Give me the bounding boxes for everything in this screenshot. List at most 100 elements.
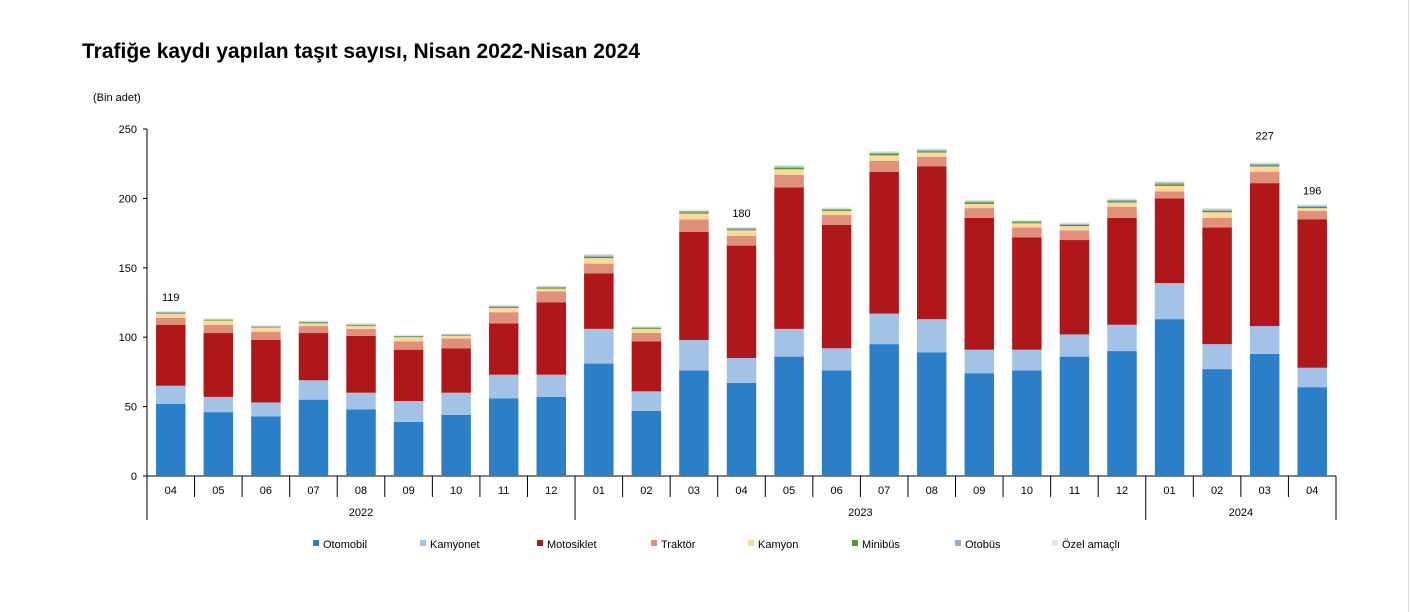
- bar-segment: [1154, 191, 1185, 199]
- bar-segment: [536, 374, 567, 397]
- bar-segment: [869, 155, 899, 161]
- legend-swatch: [955, 540, 961, 546]
- bar-segment: [203, 412, 234, 476]
- bar-segment: [298, 321, 329, 323]
- bar-segment: [1059, 223, 1090, 225]
- bar-segment: [679, 370, 709, 476]
- bar-segment: [774, 166, 804, 168]
- bar-segment: [536, 396, 567, 476]
- bar-segment: [156, 312, 186, 314]
- x-tick-label: 02: [1211, 485, 1223, 497]
- bar-segment: [1202, 227, 1232, 345]
- bar-segment: [1249, 353, 1280, 476]
- x-tick-label: 03: [1259, 485, 1271, 497]
- data-label: 227: [1255, 130, 1273, 142]
- legend-swatch: [651, 540, 657, 546]
- bar-segment: [156, 324, 186, 386]
- y-axis-label: (Bin adet): [93, 92, 141, 104]
- bar-segment: [1012, 223, 1042, 228]
- bar-segment: [441, 392, 471, 415]
- bar-segment: [821, 215, 852, 225]
- bar-segment: [156, 403, 186, 476]
- bar-segment: [156, 310, 186, 312]
- bar-segment: [631, 327, 662, 329]
- bar-segment: [393, 349, 424, 402]
- bar-segment: [1107, 199, 1137, 202]
- legend-label: Traktör: [661, 539, 696, 551]
- bar-segment: [584, 328, 614, 364]
- x-tick-label: 09: [402, 485, 414, 497]
- bar-segment: [203, 319, 234, 321]
- legend-label: Minibüs: [862, 539, 900, 551]
- bar-segment: [346, 335, 376, 393]
- y-tick-label: 250: [119, 124, 137, 136]
- bar-segment: [1107, 324, 1137, 352]
- bar-segment: [298, 333, 329, 381]
- bar-segment: [917, 319, 947, 353]
- bar-segment: [726, 383, 757, 476]
- bar-segment: [1297, 206, 1327, 209]
- bar-segment: [584, 258, 614, 264]
- bar-segment: [1059, 222, 1090, 224]
- legend-label: Motosiklet: [547, 539, 597, 551]
- bar-segment: [964, 199, 995, 202]
- x-tick-label: 12: [545, 485, 557, 497]
- bar-segment: [774, 174, 804, 188]
- bar-segment: [1297, 204, 1327, 206]
- bar-segment: [964, 203, 995, 209]
- bar-segment: [1107, 217, 1137, 325]
- bar-segment: [964, 201, 995, 203]
- x-tick-label: 12: [1116, 485, 1128, 497]
- x-tick-label: 06: [830, 485, 842, 497]
- legend-label: Otomobil: [323, 539, 367, 551]
- bar-segment: [917, 151, 947, 153]
- bar-segment: [251, 326, 281, 328]
- bar-segment: [1012, 237, 1042, 350]
- bar-segment: [917, 166, 947, 320]
- bar-segment: [346, 324, 376, 326]
- x-tick-label: 07: [307, 485, 319, 497]
- legend-swatch: [313, 540, 319, 546]
- bar-segment: [1059, 226, 1090, 231]
- bar-segment: [964, 373, 995, 476]
- y-tick-label: 50: [125, 402, 137, 414]
- bar-segment: [1154, 283, 1185, 320]
- bar-segment: [1059, 240, 1090, 335]
- data-labels: 119 180 227 196: [162, 130, 1321, 304]
- bar-segment: [1154, 198, 1185, 284]
- x-tick-label: 05: [783, 485, 795, 497]
- x-tick-label: 05: [212, 485, 224, 497]
- legend-swatch: [420, 540, 426, 546]
- bar-segment: [821, 224, 852, 349]
- bar-segment: [774, 169, 804, 175]
- bar-segment: [584, 255, 614, 257]
- bar-segment: [488, 398, 519, 476]
- bar-segment: [1107, 198, 1137, 200]
- bar-segment: [964, 208, 995, 218]
- bar-segment: [488, 306, 519, 308]
- bar-segment: [584, 253, 614, 256]
- bar-segment: [1297, 387, 1327, 476]
- legend-swatch: [748, 540, 754, 546]
- data-label: 196: [1303, 186, 1321, 198]
- x-tick-label: 04: [1306, 485, 1318, 497]
- bar-segment: [1154, 182, 1185, 185]
- bar-segment: [869, 152, 899, 154]
- x-tick-label: 08: [926, 485, 938, 497]
- bar-segment: [726, 230, 757, 236]
- bar-segment: [1202, 208, 1232, 210]
- x-tick-label: 03: [688, 485, 700, 497]
- bar-segment: [631, 328, 662, 329]
- bar-segment: [1059, 224, 1090, 227]
- bar-segment: [1202, 212, 1232, 218]
- bar-segment: [203, 320, 234, 325]
- bar-segment: [536, 302, 567, 375]
- x-tick-label: 04: [165, 485, 177, 497]
- x-tick-label: 10: [450, 485, 462, 497]
- bar-segment: [1249, 172, 1280, 184]
- bar-segment: [441, 335, 471, 339]
- bar-segment: [298, 399, 329, 476]
- bar-segment: [964, 217, 995, 350]
- bar-segment: [536, 291, 567, 303]
